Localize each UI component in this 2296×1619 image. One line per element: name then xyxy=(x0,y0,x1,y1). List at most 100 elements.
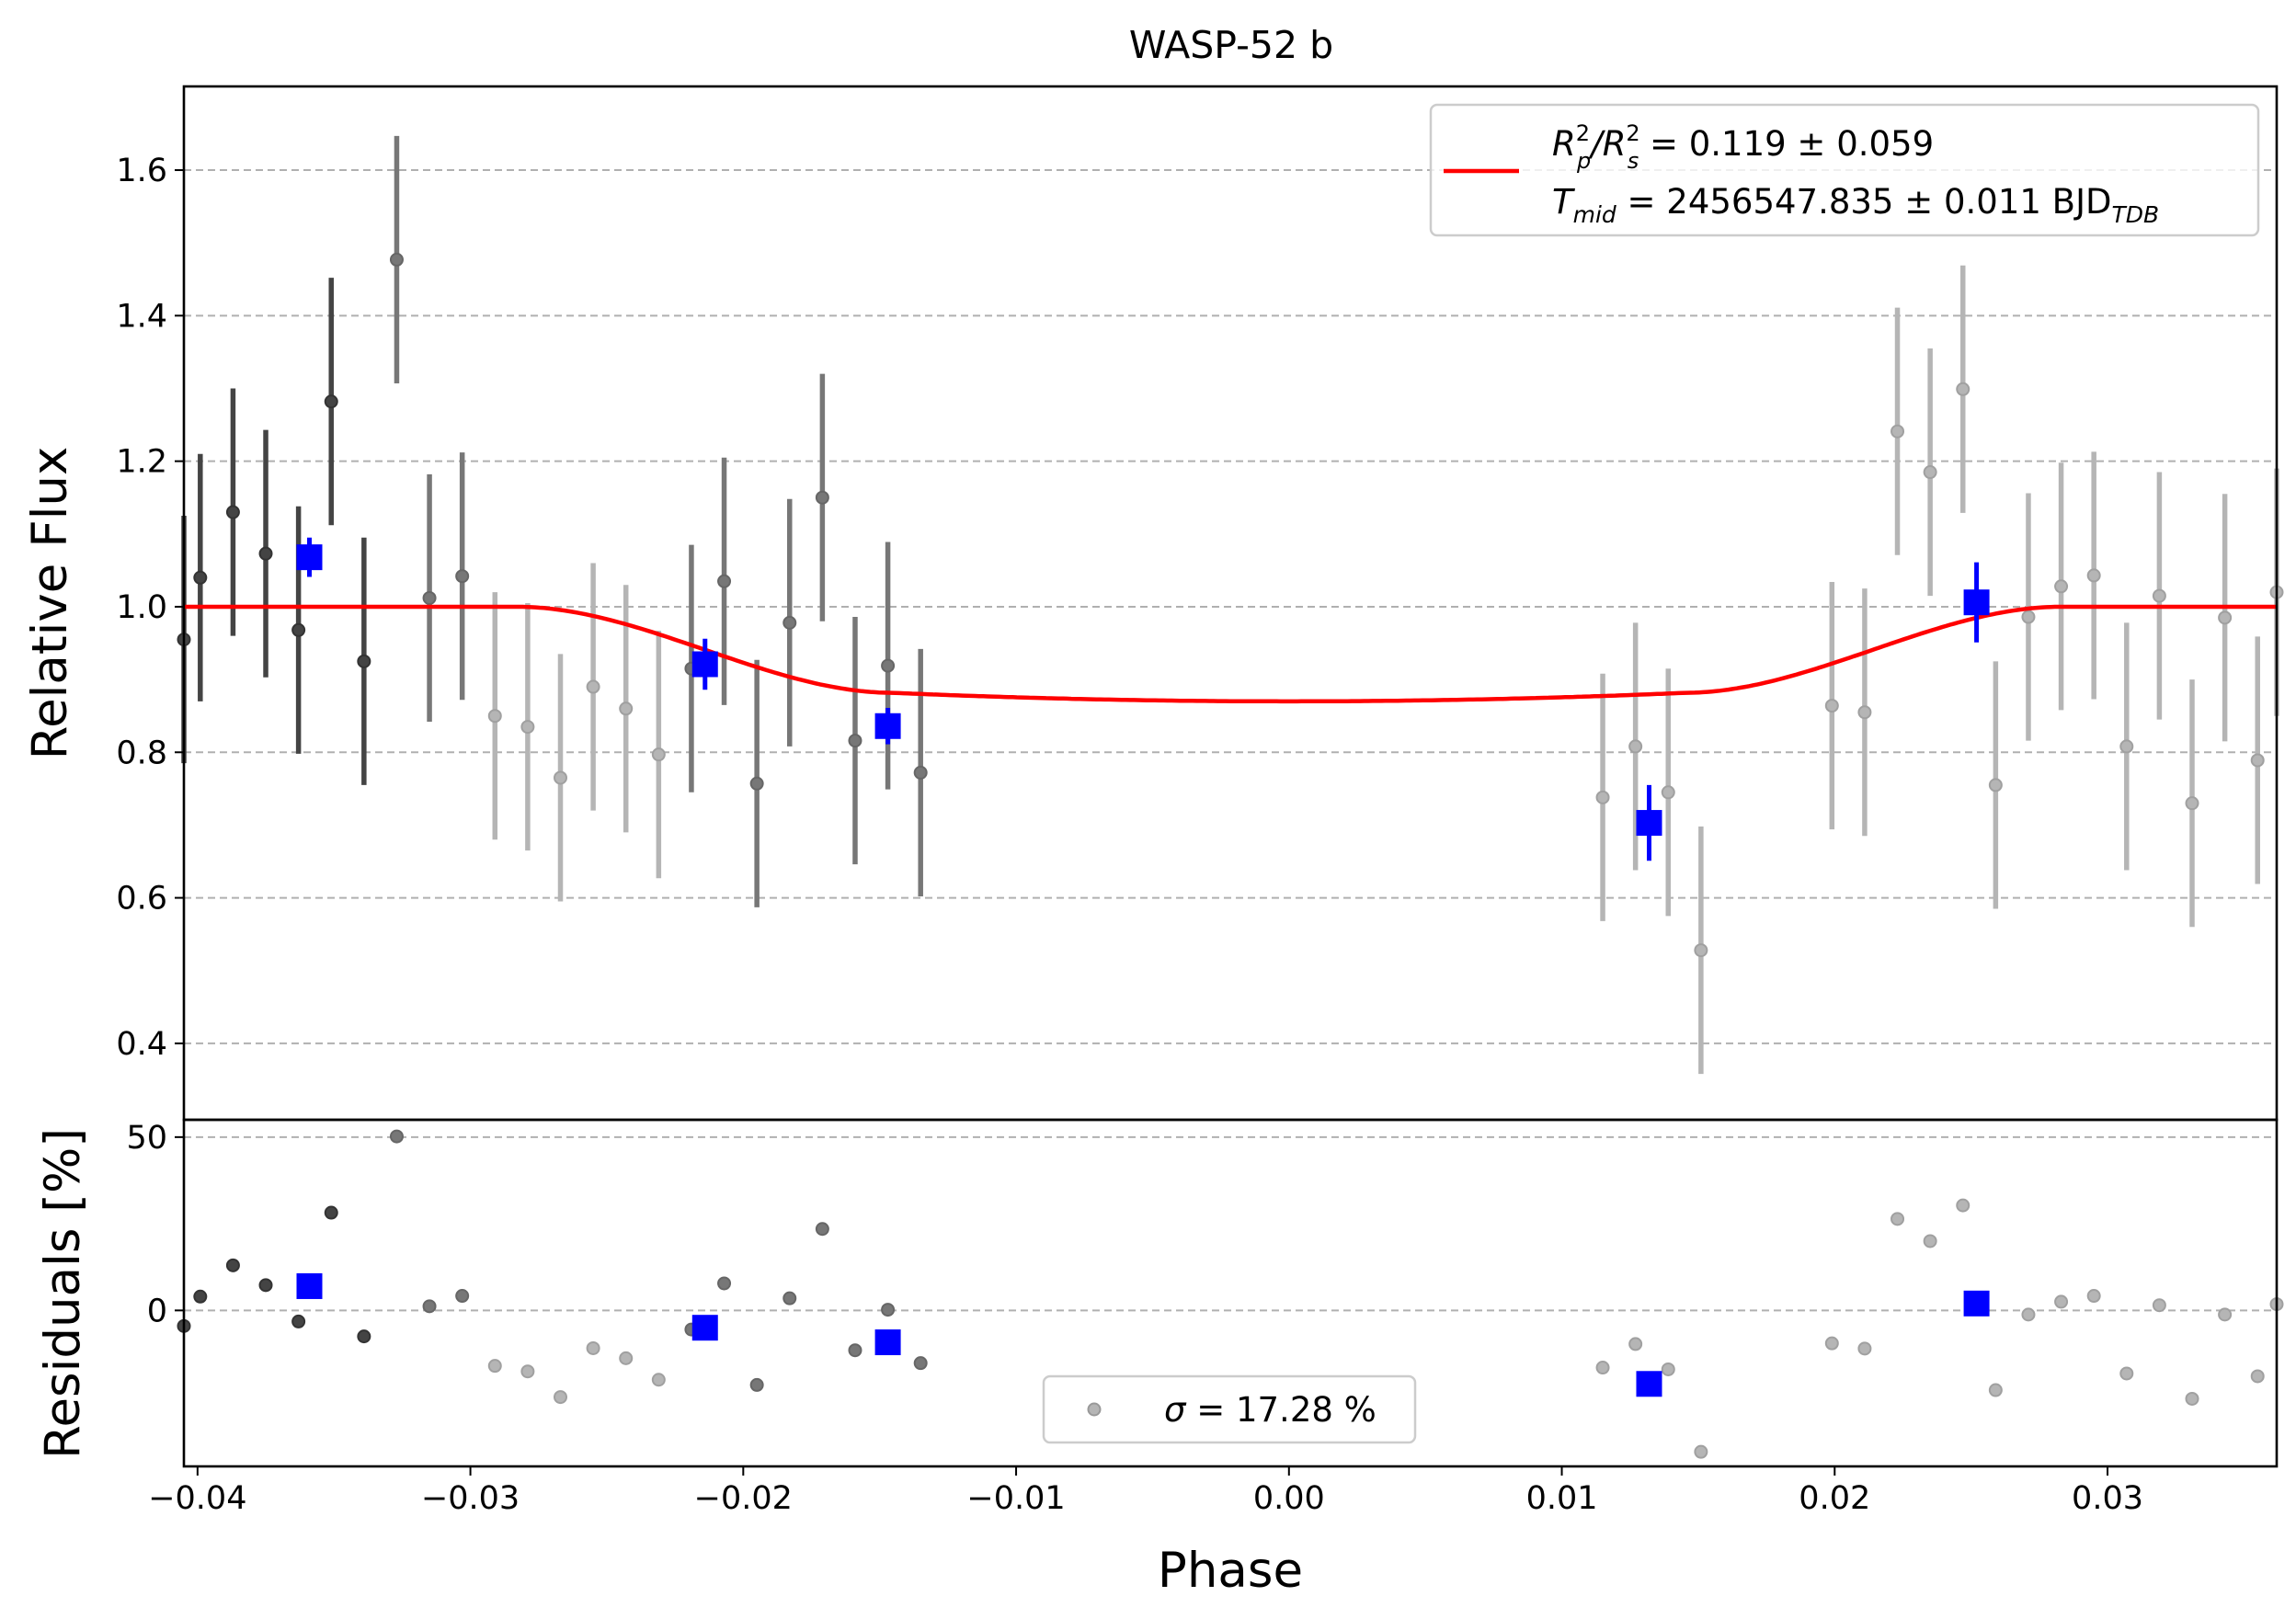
flux-point xyxy=(1595,790,1610,804)
residuals-y-tick-label: 50 xyxy=(126,1120,167,1157)
x-axis-ticks: −0.04 −0.03 −0.02 −0.01 0.00 0.01 0.02 0.03 xyxy=(148,1466,2143,1517)
residual-point xyxy=(586,1340,600,1355)
residuals-legend-marker xyxy=(1087,1402,1102,1417)
flux-point xyxy=(357,654,371,668)
flux-y-tick-label: 1.6 xyxy=(116,153,167,189)
flux-point xyxy=(2086,568,2101,583)
flux-y-tick-label: 1.2 xyxy=(116,444,167,481)
x-tick-label: 0.01 xyxy=(1526,1480,1598,1517)
residual-point xyxy=(848,1343,862,1358)
residual-point xyxy=(520,1364,535,1379)
residual-point xyxy=(291,1314,306,1328)
flux-point xyxy=(455,569,470,584)
flux-point xyxy=(1857,705,1872,720)
flux-point xyxy=(1694,943,1708,958)
residuals-legend-label: σ = 17.28 % xyxy=(1164,1390,1376,1430)
legend-depth-label: R2 p/R2 s = 0.119 ± 0.059 xyxy=(1552,120,1934,174)
binned-flux-marker xyxy=(296,544,323,571)
flux-point xyxy=(422,590,437,605)
residuals-panel: 0 50 σ = 17.28 % xyxy=(126,1118,2284,1468)
flux-point xyxy=(848,734,862,748)
flux-point xyxy=(487,709,502,724)
residuals-legend: σ = 17.28 % xyxy=(1042,1374,1417,1444)
flux-y-ticks: 0.4 0.6 0.8 1.0 1.2 1.4 1.6 xyxy=(116,153,184,1063)
flux-point xyxy=(258,546,273,561)
residual-point xyxy=(1595,1361,1610,1375)
residual-point xyxy=(619,1351,634,1365)
binned-residual-marker xyxy=(874,1329,901,1356)
residual-point xyxy=(2054,1294,2069,1309)
residual-point xyxy=(389,1129,404,1144)
flux-point xyxy=(2250,753,2265,768)
flux-point xyxy=(1661,785,1675,800)
residuals-y-axis-label: Residuals [%] xyxy=(35,1128,91,1459)
residual-point xyxy=(717,1276,732,1291)
flux-point xyxy=(913,765,928,780)
residual-point xyxy=(2250,1369,2265,1384)
flux-point xyxy=(389,252,404,267)
residual-point xyxy=(2086,1289,2101,1304)
transit-model-line xyxy=(184,604,2277,704)
flux-points xyxy=(177,252,2284,958)
residual-point xyxy=(1824,1336,1839,1351)
flux-point xyxy=(619,701,634,716)
flux-point xyxy=(586,679,600,694)
residuals-y-tick-label: 0 xyxy=(147,1293,167,1329)
flux-point xyxy=(193,570,208,585)
binned-residual-marker xyxy=(1636,1371,1662,1397)
residual-binned-points xyxy=(296,1272,1990,1397)
binned-residual-marker xyxy=(691,1315,718,1341)
flux-panel-frame xyxy=(182,85,2279,1122)
flux-y-tick-label: 1.0 xyxy=(116,589,167,626)
flux-y-tick-label: 0.8 xyxy=(116,735,167,771)
residual-point xyxy=(554,1390,568,1405)
flux-point xyxy=(1956,382,1970,396)
flux-binned-points xyxy=(296,537,1990,861)
residual-point xyxy=(455,1289,470,1304)
x-tick-label: 0.02 xyxy=(1799,1480,1870,1517)
residuals-panel-frame xyxy=(182,1118,2279,1468)
flux-y-axis-label: Relative Flux xyxy=(22,447,78,760)
residual-point xyxy=(487,1359,502,1374)
flux-y-tick-label: 0.4 xyxy=(116,1026,167,1063)
binned-flux-marker xyxy=(1636,810,1662,837)
flux-point xyxy=(324,394,338,409)
residuals-grid xyxy=(184,1135,2277,1312)
residual-point xyxy=(2185,1391,2199,1406)
residual-point xyxy=(193,1289,208,1304)
residual-point xyxy=(1890,1212,1905,1226)
residual-point xyxy=(1923,1234,1937,1248)
residual-point xyxy=(357,1329,371,1344)
residual-point xyxy=(815,1222,829,1237)
flux-point xyxy=(2218,610,2233,625)
residual-point xyxy=(324,1205,338,1220)
flux-legend: R2 p/R2 s = 0.119 ± 0.059 Tmid = 2456547.8… xyxy=(1429,103,2260,237)
residuals-legend-box xyxy=(1042,1374,1417,1444)
binned-flux-marker xyxy=(874,713,901,739)
flux-legend-box xyxy=(1429,103,2260,237)
flux-point xyxy=(782,615,797,630)
residual-point xyxy=(258,1278,273,1293)
flux-point xyxy=(2185,796,2199,811)
flux-point xyxy=(717,574,732,588)
flux-point xyxy=(520,720,535,735)
flux-point xyxy=(225,505,240,519)
flux-point xyxy=(815,490,829,505)
residual-point xyxy=(913,1356,928,1371)
flux-point xyxy=(1890,424,1905,439)
flux-y-tick-label: 0.6 xyxy=(116,881,167,918)
residual-point xyxy=(651,1373,666,1387)
flux-point xyxy=(554,770,568,785)
flux-point xyxy=(2021,610,2036,624)
x-axis-label: Phase xyxy=(1158,1543,1303,1599)
binned-flux-marker xyxy=(691,651,718,678)
flux-point xyxy=(749,776,764,791)
x-tick-label: −0.03 xyxy=(421,1480,520,1517)
x-tick-label: −0.02 xyxy=(694,1480,793,1517)
x-tick-label: −0.01 xyxy=(966,1480,1065,1517)
residual-point xyxy=(1628,1337,1643,1351)
residual-point xyxy=(749,1377,764,1392)
flux-panel: 0.4 0.6 0.8 1.0 1.2 1.4 1.6 R2 p/R2 s = 0.119 ± … xyxy=(116,85,2284,1122)
residual-point xyxy=(225,1258,240,1272)
